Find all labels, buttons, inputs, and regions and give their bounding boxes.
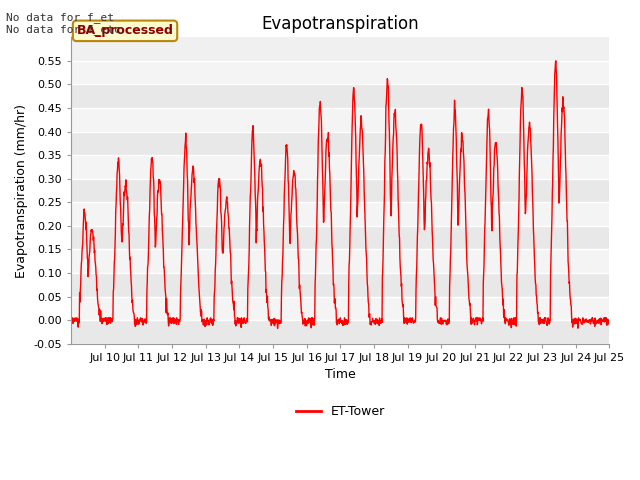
Text: No data for f_et
No data for f_etc: No data for f_et No data for f_etc: [6, 12, 121, 36]
Text: BA_processed: BA_processed: [77, 24, 173, 37]
Y-axis label: Evapotranspiration (mm/hr): Evapotranspiration (mm/hr): [15, 104, 28, 277]
Bar: [71, 250, 609, 273]
Bar: [71, 320, 609, 344]
Bar: [71, 155, 609, 179]
Bar: [71, 61, 609, 84]
Title: Evapotranspiration: Evapotranspiration: [262, 15, 419, 33]
Bar: [71, 273, 609, 297]
Bar: [71, 297, 609, 320]
Bar: [71, 179, 609, 203]
Bar: [71, 84, 609, 108]
Legend: ET-Tower: ET-Tower: [291, 400, 390, 423]
Bar: [71, 132, 609, 155]
Bar: [71, 108, 609, 132]
Bar: [71, 226, 609, 250]
X-axis label: Time: Time: [325, 368, 356, 381]
Bar: [71, 203, 609, 226]
